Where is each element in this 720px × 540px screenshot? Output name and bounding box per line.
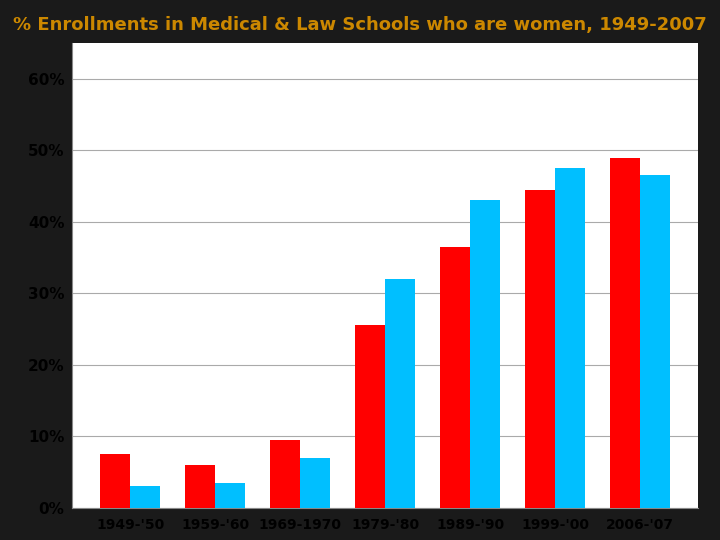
Bar xyxy=(356,326,385,508)
Bar xyxy=(441,247,470,508)
Bar xyxy=(271,440,300,508)
Bar xyxy=(215,483,245,508)
Bar xyxy=(101,454,130,508)
Bar xyxy=(385,279,415,508)
Text: % Enrollments in Medical & Law Schools who are women, 1949-2007: % Enrollments in Medical & Law Schools w… xyxy=(13,16,707,34)
Bar xyxy=(130,486,160,508)
Bar xyxy=(640,176,670,508)
Bar xyxy=(186,465,215,508)
Bar xyxy=(300,457,330,508)
Bar xyxy=(555,168,585,508)
Bar xyxy=(470,200,500,508)
Bar xyxy=(611,158,640,508)
Bar xyxy=(526,190,555,508)
